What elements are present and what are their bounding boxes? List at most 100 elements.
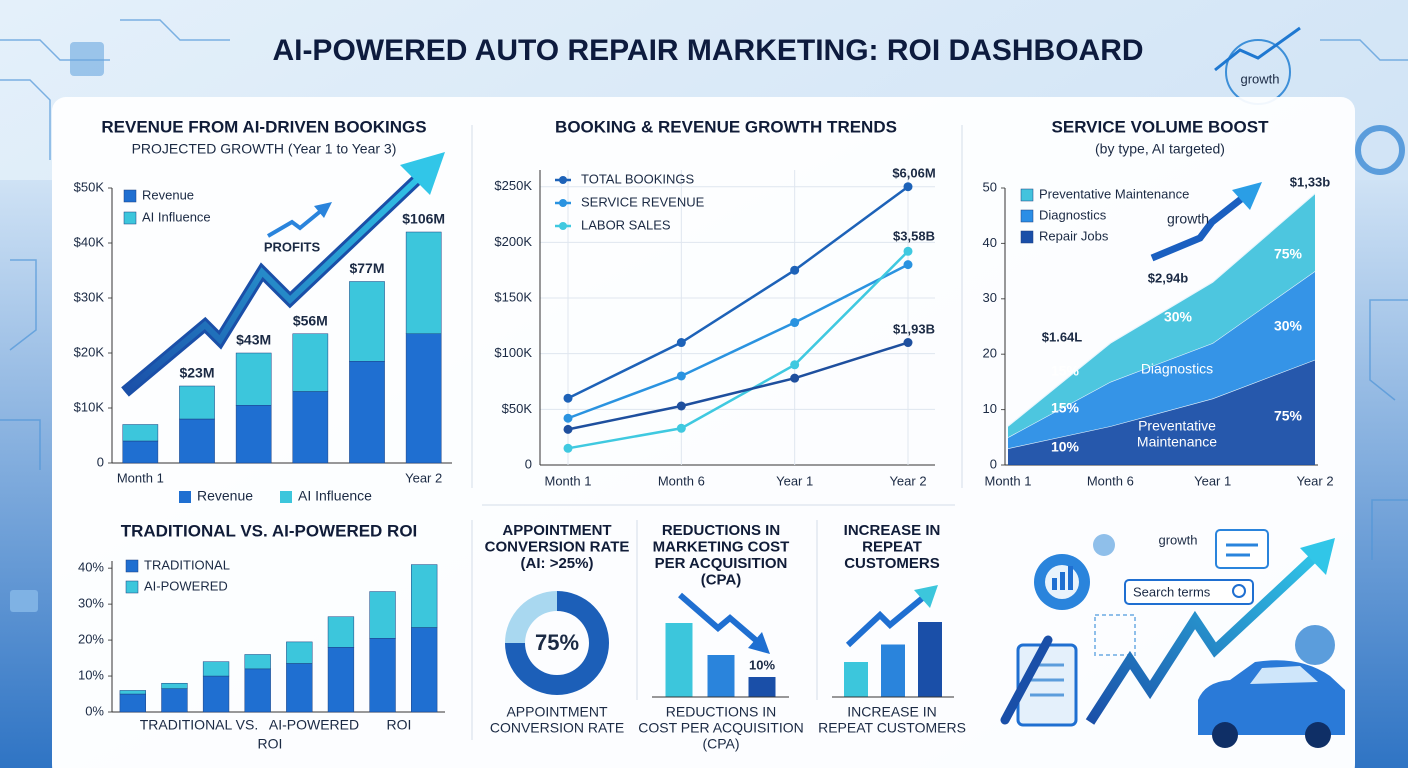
chart-title: (CPA) bbox=[701, 571, 742, 588]
profit-arrow-head bbox=[314, 202, 332, 218]
y-tick-label: 50 bbox=[983, 179, 997, 194]
x-tick-label: Year 2 bbox=[889, 473, 926, 488]
legend-swatch bbox=[280, 491, 292, 503]
bar-segment bbox=[286, 641, 313, 664]
caption: COST PER ACQUISITION bbox=[638, 720, 803, 736]
y-tick-label: 30% bbox=[78, 596, 104, 611]
chart-title: BOOKING & REVENUE GROWTH TRENDS bbox=[555, 117, 897, 136]
illustration-bar bbox=[1052, 578, 1057, 590]
point bbox=[790, 373, 800, 383]
legend-label: AI Influence bbox=[298, 488, 372, 504]
cpa-arrow-head bbox=[748, 632, 770, 654]
area-label: 75% bbox=[1274, 408, 1303, 424]
y-tick-label: $200K bbox=[494, 234, 532, 249]
chart-subtitle: PROJECTED GROWTH (Year 1 to Year 3) bbox=[132, 141, 397, 157]
y-tick-label: $20K bbox=[74, 344, 105, 359]
point bbox=[790, 318, 800, 328]
legend-label: SERVICE REVENUE bbox=[581, 194, 705, 209]
point bbox=[903, 260, 913, 270]
bar-segment bbox=[369, 591, 396, 639]
x-tick-label: Year 2 bbox=[1296, 473, 1333, 488]
point bbox=[676, 338, 686, 348]
x-tick-label: Year 1 bbox=[776, 473, 813, 488]
y-tick-label: 40 bbox=[983, 235, 997, 250]
legend-label: AI Influence bbox=[142, 209, 211, 224]
car-wheel bbox=[1305, 722, 1331, 748]
car-wheel bbox=[1212, 722, 1238, 748]
bar-segment bbox=[161, 682, 188, 689]
badge-text: growth bbox=[1240, 71, 1279, 86]
caption: REPEAT CUSTOMERS bbox=[818, 720, 966, 736]
search-text: Search terms bbox=[1133, 584, 1211, 599]
bar-segment bbox=[202, 661, 230, 677]
badge-arrow bbox=[1214, 26, 1301, 72]
legend-swatch bbox=[1020, 230, 1034, 244]
illustration-list bbox=[1094, 614, 1136, 656]
chart-title: REVENUE FROM AI-DRIVEN BOOKINGS bbox=[101, 117, 426, 136]
y-tick-label: 30 bbox=[983, 290, 997, 305]
chart-title: MARKETING COST bbox=[653, 538, 790, 555]
gear-icon bbox=[1355, 125, 1405, 175]
chart-title: (AI: >25%) bbox=[521, 555, 594, 572]
chart-title: TRADITIONAL VS. AI-POWERED ROI bbox=[121, 521, 418, 540]
bar-segment bbox=[179, 418, 215, 464]
chart-subtitle: (by type, AI targeted) bbox=[1095, 141, 1225, 157]
circuit bbox=[0, 79, 51, 160]
y-tick-label: 20% bbox=[78, 632, 104, 647]
area bbox=[1008, 193, 1315, 438]
legend-swatch bbox=[123, 189, 137, 203]
illustration-gear-small bbox=[1093, 534, 1115, 556]
legend-label: Repair Jobs bbox=[1039, 228, 1109, 243]
circuit bbox=[0, 419, 41, 470]
chart-title: INCREASE IN bbox=[844, 522, 941, 539]
circuit bbox=[120, 19, 230, 41]
profit-arrow bbox=[266, 208, 324, 238]
x-tick-label: Month 1 bbox=[117, 470, 164, 485]
area-label: Diagnostics bbox=[1141, 361, 1213, 377]
legend-swatch bbox=[1020, 188, 1034, 202]
area bbox=[1008, 271, 1315, 449]
caption: CONVERSION RATE bbox=[490, 720, 624, 736]
legend-swatch bbox=[125, 580, 139, 594]
chart-title: REPEAT bbox=[862, 538, 922, 555]
chart-title: CUSTOMERS bbox=[844, 555, 940, 572]
trend-arrow-inner bbox=[123, 169, 428, 395]
lock-icon bbox=[10, 590, 38, 612]
point bbox=[903, 246, 913, 256]
illustration-arrow bbox=[1085, 548, 1324, 725]
point bbox=[903, 182, 913, 192]
bar-annotation: $56M bbox=[293, 312, 328, 328]
x-tick-label: Month 1 bbox=[985, 473, 1032, 488]
search-box[interactable] bbox=[1124, 579, 1254, 605]
area-label: 15% bbox=[1051, 363, 1080, 379]
illustration-bar bbox=[1060, 572, 1065, 590]
end-label: $3,58B bbox=[893, 228, 935, 243]
repeat-arrow-head bbox=[914, 585, 938, 608]
point bbox=[676, 371, 686, 381]
y-tick-label: 10% bbox=[78, 667, 104, 682]
circuit bbox=[9, 259, 37, 351]
y-tick-label: 0 bbox=[525, 456, 532, 471]
y-tick-label: $10K bbox=[74, 399, 105, 414]
illustration: growth Search terms bbox=[1000, 529, 1345, 748]
legend-label: Preventative Maintenance bbox=[1039, 186, 1189, 201]
bar-segment bbox=[119, 693, 146, 713]
point bbox=[903, 338, 913, 348]
car-window bbox=[1250, 666, 1318, 684]
point bbox=[563, 443, 573, 453]
y-tick-label: $150K bbox=[494, 289, 532, 304]
bar-segment bbox=[405, 231, 442, 334]
illustration-gear-right bbox=[1295, 625, 1335, 665]
annotation: growth bbox=[1167, 211, 1209, 227]
bar-segment bbox=[327, 647, 355, 713]
series-line bbox=[567, 341, 909, 431]
caption: REDUCTIONS IN bbox=[666, 704, 776, 720]
illustration-text: growth bbox=[1158, 532, 1197, 547]
circuit bbox=[1369, 299, 1408, 401]
point bbox=[563, 393, 573, 403]
area-label: Maintenance bbox=[1137, 434, 1217, 450]
point-label: $1.64L bbox=[1042, 329, 1083, 344]
legend-label: TRADITIONAL bbox=[144, 557, 230, 572]
bar-segment bbox=[235, 352, 272, 406]
bar bbox=[707, 655, 735, 697]
